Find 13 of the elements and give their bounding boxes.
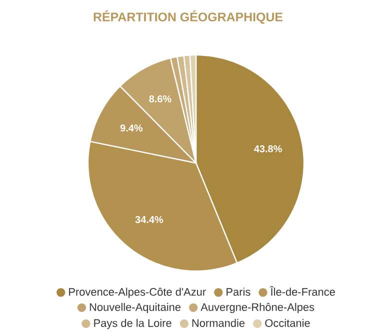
legend-label: Pays de la Loire <box>94 318 172 330</box>
chart-title: RÉPARTITION GÉOGRAPHIQUE <box>94 10 283 24</box>
legend-label: Paris <box>226 288 250 296</box>
legend-label: Auvergne-Rhône-Alpes <box>200 302 314 314</box>
legend-label: Nouvelle-Aquitaine <box>90 302 181 314</box>
legend-label: Normandie <box>192 318 245 327</box>
data-label: 8.6% <box>149 95 172 102</box>
legend-label: Occitanie <box>265 318 310 327</box>
legend-label: Île-de-France <box>270 286 335 296</box>
data-label: 43.8% <box>254 145 282 152</box>
data-label: 34.4% <box>135 216 164 224</box>
legend-label: Provence-Alpes-Côte d'Azur <box>69 288 206 298</box>
data-label: 9.4% <box>120 124 143 132</box>
